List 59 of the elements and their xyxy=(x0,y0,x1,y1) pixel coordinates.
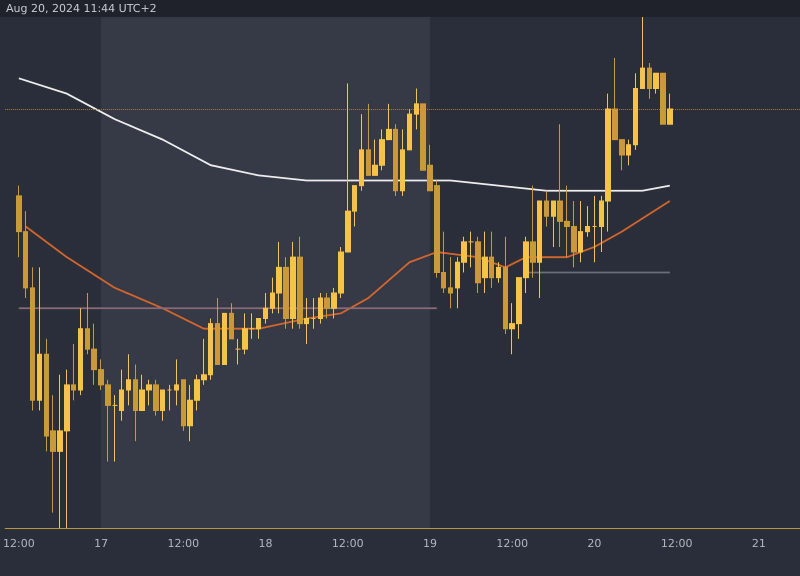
candlestick xyxy=(297,236,303,330)
candlestick xyxy=(626,139,631,166)
x-tick-label: 20 xyxy=(587,537,602,550)
candlestick xyxy=(71,344,76,401)
candlestick xyxy=(215,298,220,365)
candlestick xyxy=(475,236,481,294)
candlestick xyxy=(482,231,488,294)
candlestick xyxy=(174,358,179,406)
candlestick xyxy=(366,103,371,176)
candlestick xyxy=(647,62,652,100)
candlestick xyxy=(153,379,159,416)
x-tick-label: 12:00 xyxy=(3,537,35,550)
candlestick xyxy=(359,114,364,192)
candlestick xyxy=(318,292,323,324)
candlestick xyxy=(311,298,316,330)
candlestick xyxy=(660,72,666,125)
text: Aug 20, 2024 11:44 UTC+2 xyxy=(6,2,157,15)
candlestick xyxy=(160,390,165,422)
candlestick xyxy=(414,88,419,130)
x-tick-label: 21 xyxy=(752,537,766,550)
candlestick xyxy=(229,302,234,340)
x-tick-label: 18 xyxy=(258,537,273,550)
x-tick-label: 12:00 xyxy=(332,537,364,550)
candlestick xyxy=(407,108,412,150)
candlestick xyxy=(393,124,398,196)
candlestick xyxy=(263,292,268,324)
candlestick xyxy=(578,200,583,263)
candlestick xyxy=(290,241,296,330)
candlestick xyxy=(126,354,131,406)
x-tick-label: 17 xyxy=(94,537,108,550)
candlestick xyxy=(304,298,309,345)
x-tick-label: 12:00 xyxy=(496,537,528,550)
candlestick xyxy=(37,266,42,411)
candlestick xyxy=(181,379,186,432)
candlestick xyxy=(324,292,330,319)
candlestick xyxy=(633,72,638,150)
candlestick xyxy=(585,206,590,238)
x-tick-label: 12:00 xyxy=(167,537,200,550)
candlestick xyxy=(503,236,508,334)
candlestick xyxy=(640,16,645,90)
candlestick xyxy=(537,200,542,299)
candlestick xyxy=(133,364,138,442)
x-tick-label: 12:00 xyxy=(660,537,693,550)
candlestick xyxy=(222,312,227,365)
candlestick xyxy=(448,256,453,309)
candlestick xyxy=(551,200,556,248)
x-tick-label: 19 xyxy=(422,537,437,550)
candlestick xyxy=(544,190,549,228)
candlestick xyxy=(530,185,536,278)
candlestick xyxy=(30,266,35,411)
candlestick xyxy=(653,72,659,94)
candlestick xyxy=(496,262,501,284)
candlestick xyxy=(667,93,673,125)
candlestick xyxy=(78,308,83,396)
candlestick xyxy=(167,384,172,411)
candlestick xyxy=(400,128,405,196)
candlestick xyxy=(283,256,289,330)
candlestick xyxy=(489,231,494,288)
candlestick xyxy=(592,195,597,263)
